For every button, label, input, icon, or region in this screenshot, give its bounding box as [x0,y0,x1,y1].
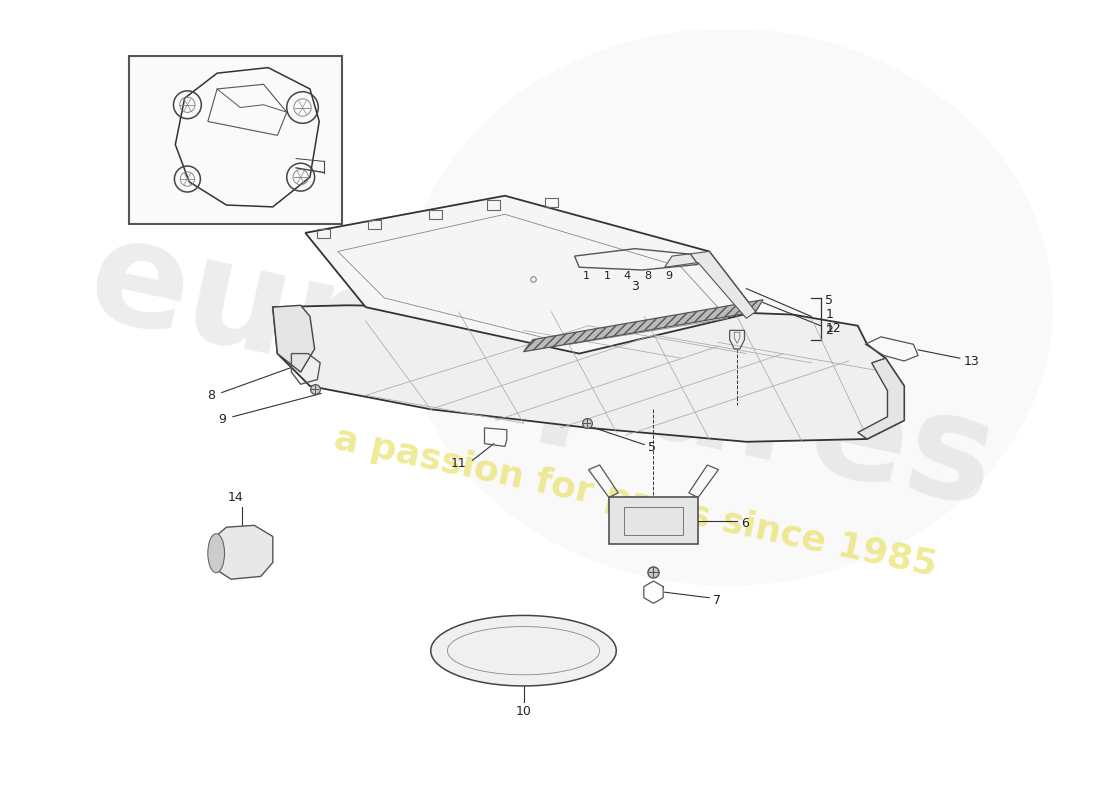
Text: 14: 14 [228,491,243,504]
Text: 11: 11 [450,457,466,470]
Polygon shape [431,615,616,686]
Polygon shape [524,300,763,352]
Text: 12: 12 [825,322,842,335]
Text: 10: 10 [516,705,531,718]
Text: 9: 9 [664,270,672,281]
Polygon shape [664,251,756,318]
Text: 6: 6 [740,517,749,530]
Ellipse shape [208,534,224,573]
Polygon shape [858,358,904,439]
Text: 13: 13 [964,354,979,367]
Text: 8: 8 [207,389,216,402]
Text: 3: 3 [631,280,639,294]
Polygon shape [212,526,273,579]
Ellipse shape [403,29,1053,586]
Text: 5: 5 [825,294,834,307]
Text: eurospares: eurospares [77,207,1008,537]
Text: 8: 8 [645,270,651,281]
Text: 5: 5 [648,441,656,454]
Text: 7: 7 [713,594,721,607]
Text: 9: 9 [219,413,227,426]
Text: 4: 4 [624,270,631,281]
Polygon shape [273,306,904,442]
Text: 1: 1 [825,308,833,321]
Polygon shape [306,196,756,354]
Polygon shape [609,498,698,544]
Text: 2: 2 [825,324,833,337]
Text: 1: 1 [604,270,611,281]
Polygon shape [273,306,315,372]
Text: 1: 1 [583,270,590,281]
Text: a passion for parts since 1985: a passion for parts since 1985 [330,422,939,582]
Bar [129,57,342,223]
